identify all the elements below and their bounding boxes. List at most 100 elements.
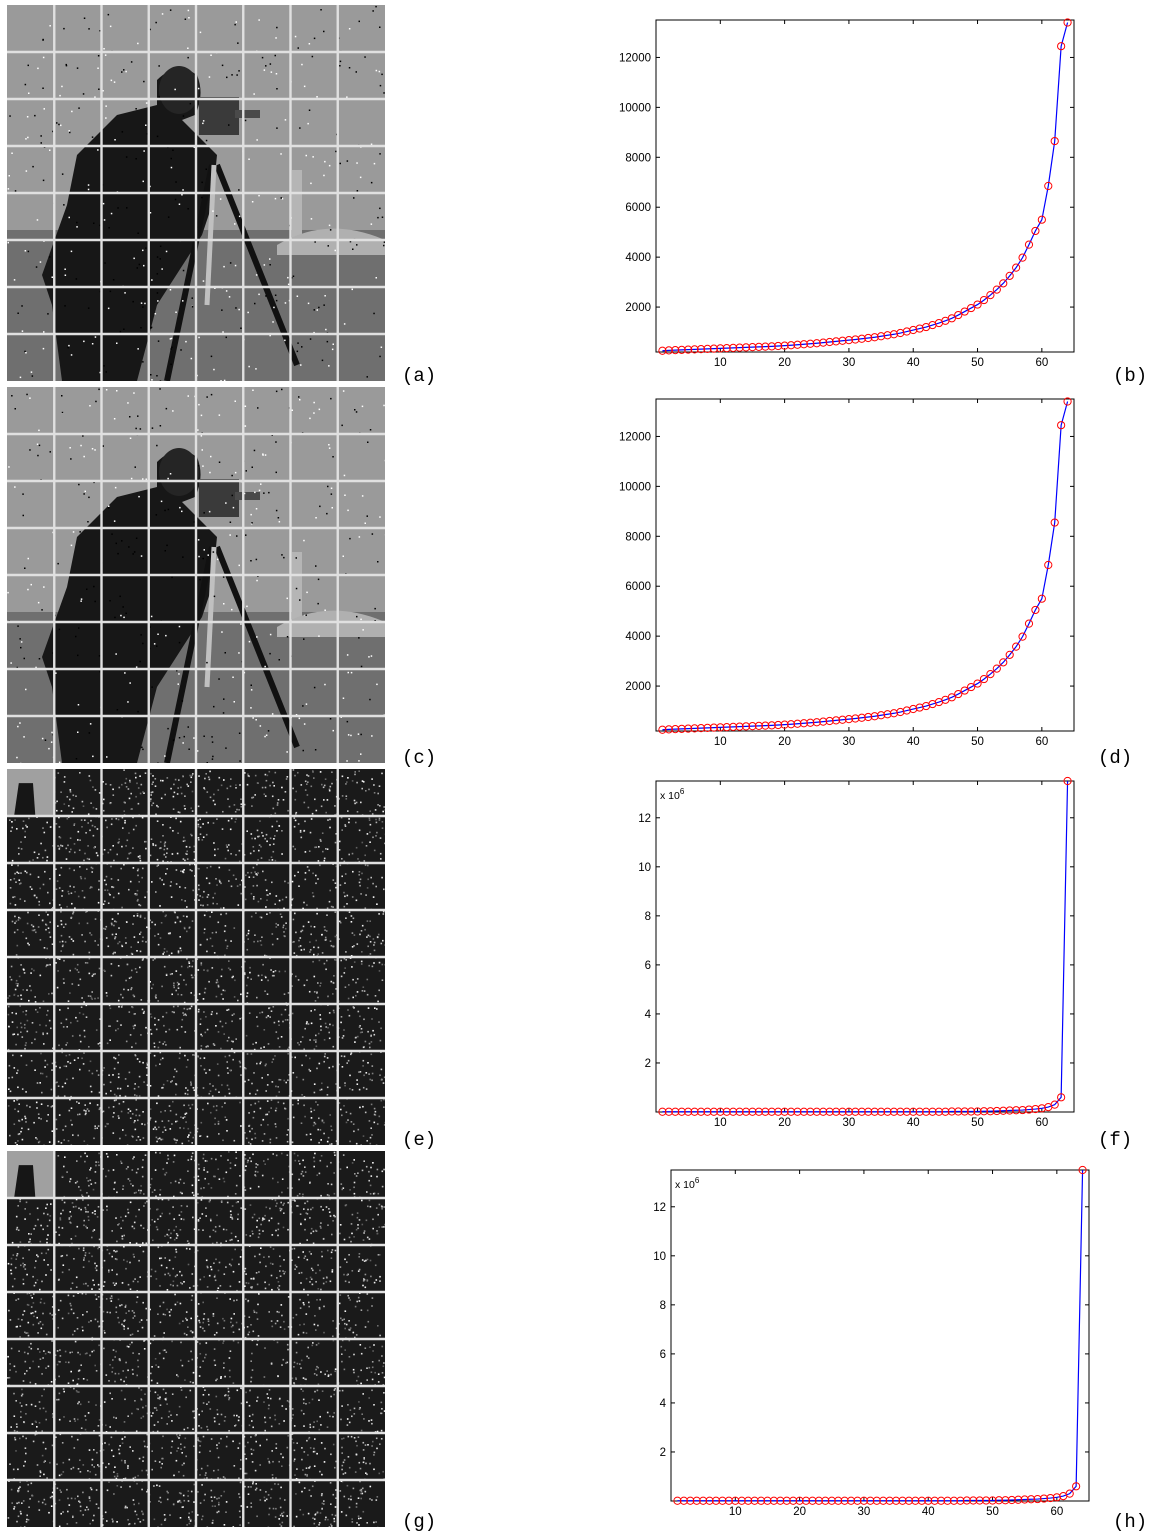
- data-point: [943, 1496, 952, 1505]
- data-point: [1078, 1165, 1087, 1175]
- y-tick-label: 4: [660, 1398, 667, 1410]
- data-point: [876, 332, 886, 341]
- data-point: [949, 1496, 959, 1505]
- data-point: [857, 713, 866, 722]
- data-point: [866, 1496, 875, 1505]
- data-point: [761, 721, 770, 730]
- plot-axes-box: [655, 19, 1075, 353]
- data-point: [879, 1496, 888, 1505]
- movie-camera: [199, 479, 239, 517]
- data-point: [825, 337, 834, 347]
- data-point: [979, 1107, 989, 1116]
- data-point: [825, 716, 834, 726]
- y-tick-label: 10000: [619, 102, 651, 114]
- thumbnail-silhouette: [14, 783, 36, 816]
- data-point: [834, 1496, 843, 1505]
- data-point: [776, 1496, 785, 1505]
- data-point: [703, 344, 712, 353]
- data-point: [673, 1496, 682, 1505]
- data-point: [889, 330, 899, 339]
- y-tick-label: 12: [638, 813, 651, 825]
- data-point: [864, 712, 873, 722]
- y-tick-label: 12000: [619, 431, 651, 443]
- data-point: [692, 1496, 701, 1505]
- data-point: [1001, 1496, 1010, 1505]
- data-point: [671, 1107, 680, 1116]
- x-tick-label: 40: [907, 736, 920, 748]
- data-point: [883, 1107, 892, 1116]
- data-point: [870, 333, 879, 342]
- data-point: [960, 686, 969, 695]
- data-point: [677, 724, 686, 733]
- data-point: [1024, 619, 1034, 628]
- x-tick-label: 20: [793, 1506, 806, 1518]
- data-point: [831, 337, 841, 346]
- data-point: [831, 716, 841, 725]
- x-tick-label: 50: [971, 736, 984, 748]
- data-point: [677, 345, 686, 354]
- data-point: [731, 1496, 740, 1505]
- data-point: [1037, 215, 1046, 224]
- x-tick-label: 20: [778, 736, 791, 748]
- data-point: [741, 1107, 751, 1116]
- data-point: [1057, 421, 1066, 430]
- data-point: [684, 1107, 693, 1116]
- data-point: [1063, 18, 1072, 27]
- panel-label-d: (d): [1098, 747, 1133, 769]
- x-tick-label: 30: [858, 1506, 871, 1518]
- y-tick-label: 4000: [625, 631, 651, 643]
- data-point: [729, 722, 738, 731]
- data-point: [909, 704, 918, 714]
- data-point: [679, 1496, 688, 1505]
- data-point: [947, 314, 956, 323]
- data-point: [658, 1107, 667, 1116]
- axis-multiplier: x 106: [675, 1176, 700, 1191]
- chart-f: 10 20 30 40 50 60 2 4 6 8 10 12 x 106: [638, 776, 1075, 1129]
- data-point: [786, 720, 796, 729]
- y-tick-label: 8000: [625, 531, 651, 543]
- x-tick-label: 30: [843, 1117, 856, 1129]
- data-point: [754, 721, 763, 730]
- data-point: [1050, 518, 1059, 527]
- data-point: [754, 1107, 763, 1116]
- camera-image-a: [7, 5, 385, 381]
- data-point: [795, 1496, 804, 1505]
- data-point: [930, 1496, 939, 1505]
- data-point: [1007, 1495, 1016, 1505]
- data-point: [799, 1107, 809, 1116]
- data-point: [658, 725, 667, 734]
- data-point: [859, 1496, 869, 1505]
- thumbnail-silhouette: [14, 1165, 36, 1198]
- data-point: [789, 1496, 798, 1505]
- data-point: [703, 1107, 712, 1116]
- data-point: [819, 338, 828, 347]
- data-point: [973, 1107, 982, 1116]
- data-point: [696, 724, 706, 733]
- camera-lens: [235, 110, 260, 118]
- data-point: [999, 658, 1008, 667]
- data-point: [767, 721, 776, 730]
- data-point: [812, 339, 821, 348]
- data-point: [1050, 1100, 1059, 1109]
- coefficient-image-g: [7, 1151, 385, 1527]
- data-point: [902, 1107, 911, 1116]
- data-point: [870, 1107, 879, 1116]
- data-point: [1012, 263, 1021, 272]
- data-point: [838, 1107, 847, 1116]
- data-point: [705, 1496, 714, 1505]
- panel-label-h: (h): [1113, 1511, 1148, 1533]
- data-point: [999, 1106, 1008, 1115]
- data-point: [844, 715, 854, 724]
- y-tick-label: 4000: [625, 252, 651, 264]
- data-point: [1063, 397, 1072, 406]
- chart-b: 10 20 30 40 50 60 2000 4000 6000 8000 10000 12000: [619, 18, 1075, 369]
- data-point: [722, 723, 731, 732]
- data-point: [1012, 642, 1021, 651]
- x-tick-label: 30: [843, 736, 856, 748]
- data-point: [718, 1496, 727, 1505]
- data-point: [690, 345, 699, 354]
- data-point: [1024, 1105, 1034, 1114]
- data-point: [1052, 1493, 1061, 1502]
- x-tick-label: 10: [714, 1117, 727, 1129]
- data-point: [763, 1496, 772, 1505]
